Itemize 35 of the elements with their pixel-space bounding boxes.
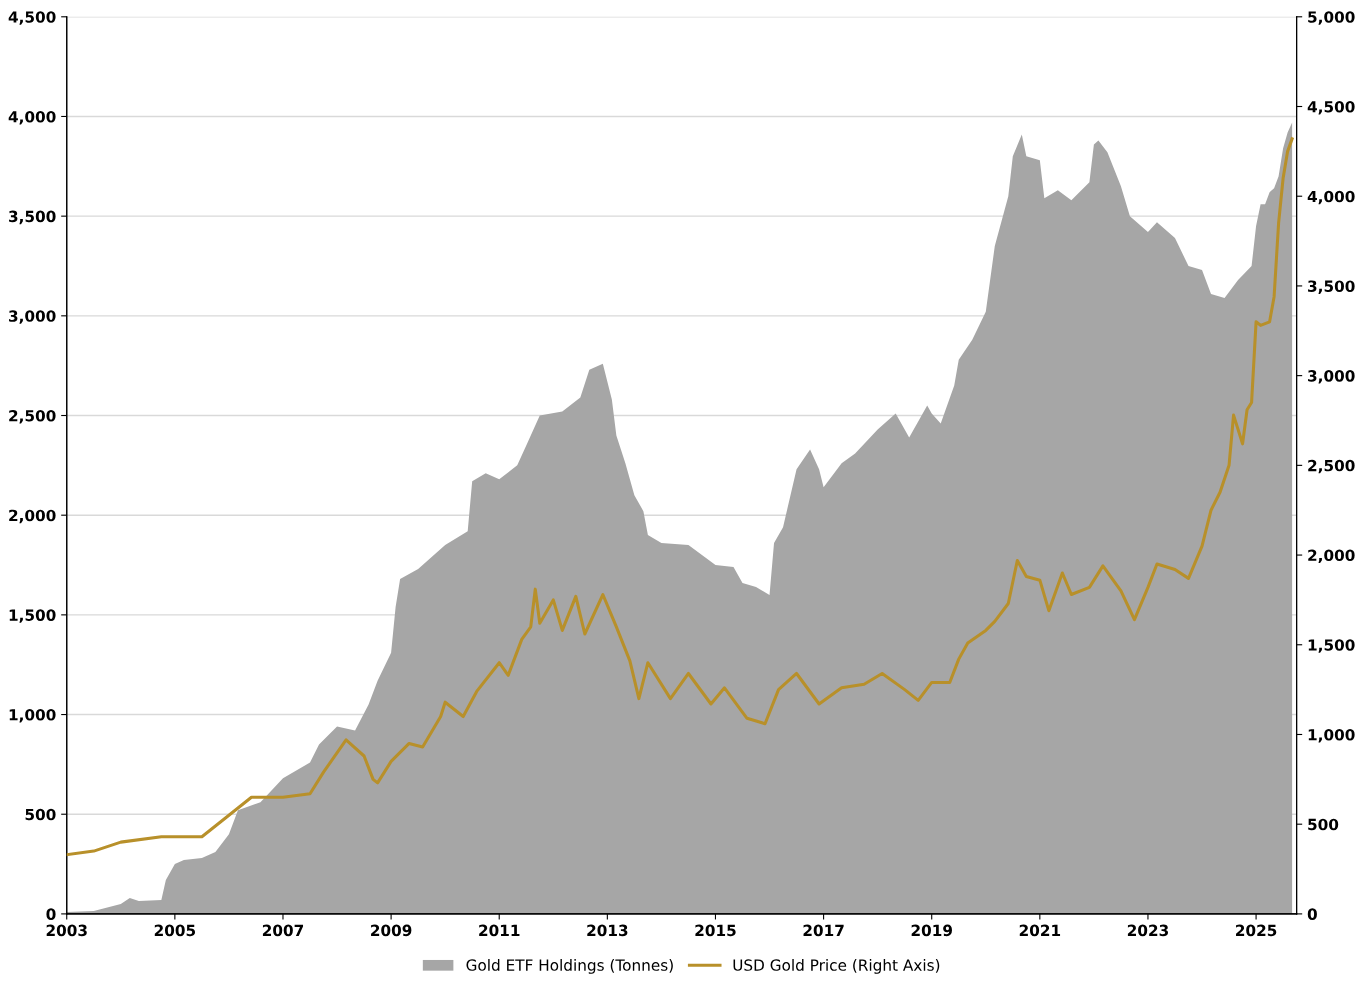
y-tick-label: 4,000 <box>8 110 56 125</box>
y2-tick-label: 0 <box>1307 908 1317 920</box>
x-tick-label: 2017 <box>803 924 844 937</box>
y2-tick-label: 3,000 <box>1308 370 1355 384</box>
y-tick-label: 3,000 <box>9 310 56 324</box>
y-tick-label: 1,500 <box>9 609 56 623</box>
y-tick-label: 4,500 <box>8 11 56 25</box>
x-tick-label: 2007 <box>262 924 304 937</box>
y-tick-label: 1,000 <box>9 709 56 723</box>
y2-tick-label: 4,000 <box>1307 190 1355 205</box>
x-tick-label: 2021 <box>1019 924 1061 937</box>
y2-tick-label: 3,500 <box>1308 280 1355 294</box>
y2-tick-label: 2,000 <box>1308 549 1355 564</box>
y-tick-label: 500 <box>25 808 56 821</box>
y2-tick-label: 500 <box>1308 818 1339 831</box>
y2-tick-label: 4,500 <box>1307 100 1355 115</box>
x-tick-label: 2005 <box>154 924 196 937</box>
y2-tick-label: 1,500 <box>1308 639 1355 653</box>
y-tick-label: 2,500 <box>9 409 56 424</box>
y2-tick-label: 2,500 <box>1308 459 1355 474</box>
x-tick-label: 2015 <box>695 924 736 937</box>
y2-tick-label: 5,000 <box>1308 11 1355 25</box>
y-tick-label: 0 <box>46 908 56 920</box>
y-tick-label: 3,500 <box>9 210 56 225</box>
legend-label: USD Gold Price (Right Axis) <box>733 959 940 974</box>
x-tick-label: 2003 <box>46 924 87 937</box>
y-tick-label: 2,000 <box>9 509 56 524</box>
legend-label: Gold ETF Holdings (Tonnes) <box>466 959 673 974</box>
y2-tick-label: 1,000 <box>1308 728 1355 743</box>
x-tick-label: 2013 <box>587 924 628 937</box>
x-tick-label: 2019 <box>911 924 952 937</box>
x-tick-label: 2023 <box>1127 924 1168 937</box>
x-tick-label: 2025 <box>1236 924 1277 937</box>
x-tick-label: 2009 <box>371 924 412 937</box>
x-tick-label: 2011 <box>479 924 520 937</box>
